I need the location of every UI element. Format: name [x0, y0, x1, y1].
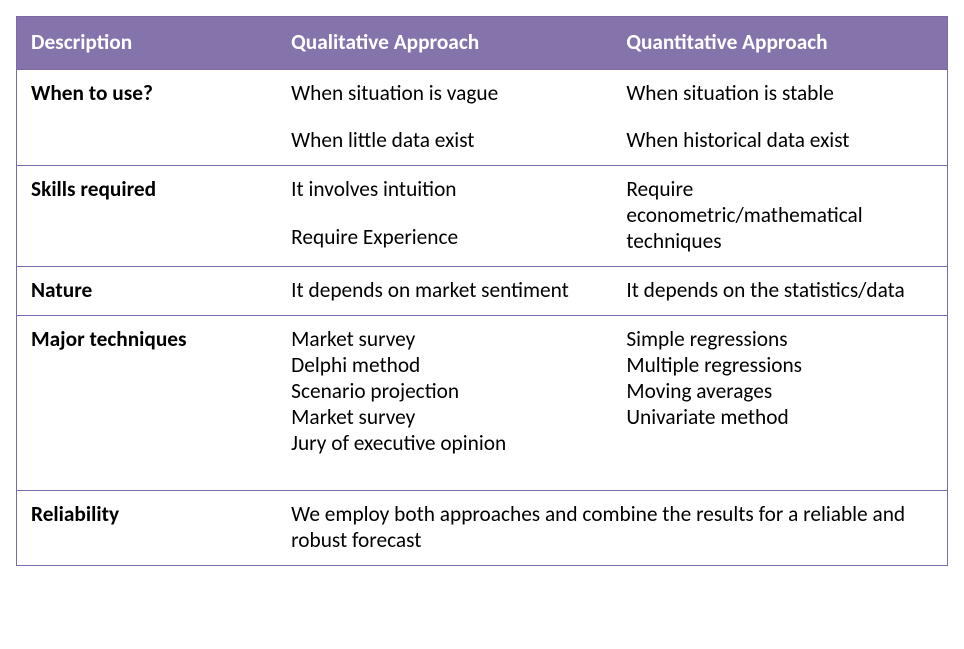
- cell-line: It depends on the statistics/data: [626, 277, 933, 303]
- table-row: ReliabilityWe employ both approaches and…: [17, 490, 948, 565]
- table-row: When to use?When situation is vagueWhen …: [17, 70, 948, 166]
- row-label: Reliability: [17, 490, 278, 565]
- merged-cell: We employ both approaches and combine th…: [277, 490, 947, 565]
- blank-line: [291, 106, 598, 127]
- table-row: Major techniquesMarket surveyDelphi meth…: [17, 316, 948, 490]
- row-label: Major techniques: [17, 316, 278, 490]
- row-label: Skills required: [17, 166, 278, 267]
- cell-line: When situation is vague: [291, 80, 598, 106]
- row-label: When to use?: [17, 70, 278, 166]
- cell-line: Require econometric/mathematical techniq…: [626, 176, 933, 254]
- cell-line: Require Experience: [291, 224, 598, 250]
- cell-line: Multiple regressions: [626, 352, 933, 378]
- cell-line: Market survey: [291, 404, 598, 430]
- cell-line: Simple regressions: [626, 326, 933, 352]
- cell-line: When situation is stable: [626, 80, 933, 106]
- cell-line: Market survey: [291, 326, 598, 352]
- cell-line: Moving averages: [626, 378, 933, 404]
- qualitative-cell: When situation is vague When little data …: [277, 70, 612, 166]
- table-row: Nature It depends on market sentiment It d…: [17, 267, 948, 316]
- row-label: Nature: [17, 267, 278, 316]
- blank-line: [626, 106, 933, 127]
- qualitative-cell: It depends on market sentiment: [277, 267, 612, 316]
- cell-line: It depends on market sentiment: [291, 277, 598, 303]
- table-header-row: Description Qualitative Approach Quantit…: [17, 17, 948, 70]
- quantitative-cell: When situation is stable When historical …: [612, 70, 947, 166]
- qualitative-cell: Market surveyDelphi methodScenario proje…: [277, 316, 612, 490]
- cell-line: Delphi method: [291, 352, 598, 378]
- cell-line: Jury of executive opinion: [291, 430, 598, 456]
- cell-line: Univariate method: [626, 404, 933, 430]
- col-header-description: Description: [17, 17, 278, 70]
- blank-line: [291, 202, 598, 223]
- table-row: Skills required It involves intuition Requ…: [17, 166, 948, 267]
- cell-line: When historical data exist: [626, 127, 933, 153]
- quantitative-cell: Simple regressionsMultiple regressionsMo…: [612, 316, 947, 490]
- comparison-table: Description Qualitative Approach Quantit…: [16, 16, 948, 566]
- cell-line: It involves intuition: [291, 176, 598, 202]
- cell-line: When little data exist: [291, 127, 598, 153]
- qualitative-cell: It involves intuition Require Experience: [277, 166, 612, 267]
- col-header-qualitative: Qualitative Approach: [277, 17, 612, 70]
- table-body: When to use?When situation is vagueWhen …: [17, 70, 948, 566]
- cell-line: Scenario projection: [291, 378, 598, 404]
- col-header-quantitative: Quantitative Approach: [612, 17, 947, 70]
- quantitative-cell: It depends on the statistics/data: [612, 267, 947, 316]
- quantitative-cell: Require econometric/mathematical techniq…: [612, 166, 947, 267]
- blank-line: [291, 456, 598, 477]
